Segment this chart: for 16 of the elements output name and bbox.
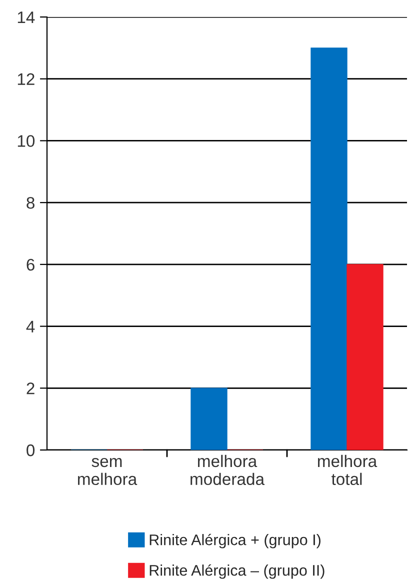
- x-tick-label: melhora moderada: [190, 454, 265, 486]
- y-tick-label: 12: [18, 73, 34, 85]
- bar: [346, 264, 384, 450]
- y-tick-label: 14: [18, 12, 35, 24]
- x-tick-label: melhora total: [318, 454, 378, 486]
- y-tick-label: 6: [26, 258, 34, 271]
- y-tick-label: 0: [26, 444, 35, 456]
- y-tick-label: 2: [26, 382, 34, 394]
- y-tick-label: 4: [26, 320, 35, 332]
- y-tick-label: 10: [18, 135, 35, 147]
- x-tick-label: sem melhora: [78, 458, 138, 486]
- legend-label: Rinite Alérgica – (grupo II): [150, 564, 324, 579]
- bar: [190, 388, 228, 450]
- y-tick-label: 8: [26, 196, 34, 209]
- bar: [310, 48, 348, 450]
- legend-label: Rinite Alérgica + (grupo I): [150, 534, 320, 548]
